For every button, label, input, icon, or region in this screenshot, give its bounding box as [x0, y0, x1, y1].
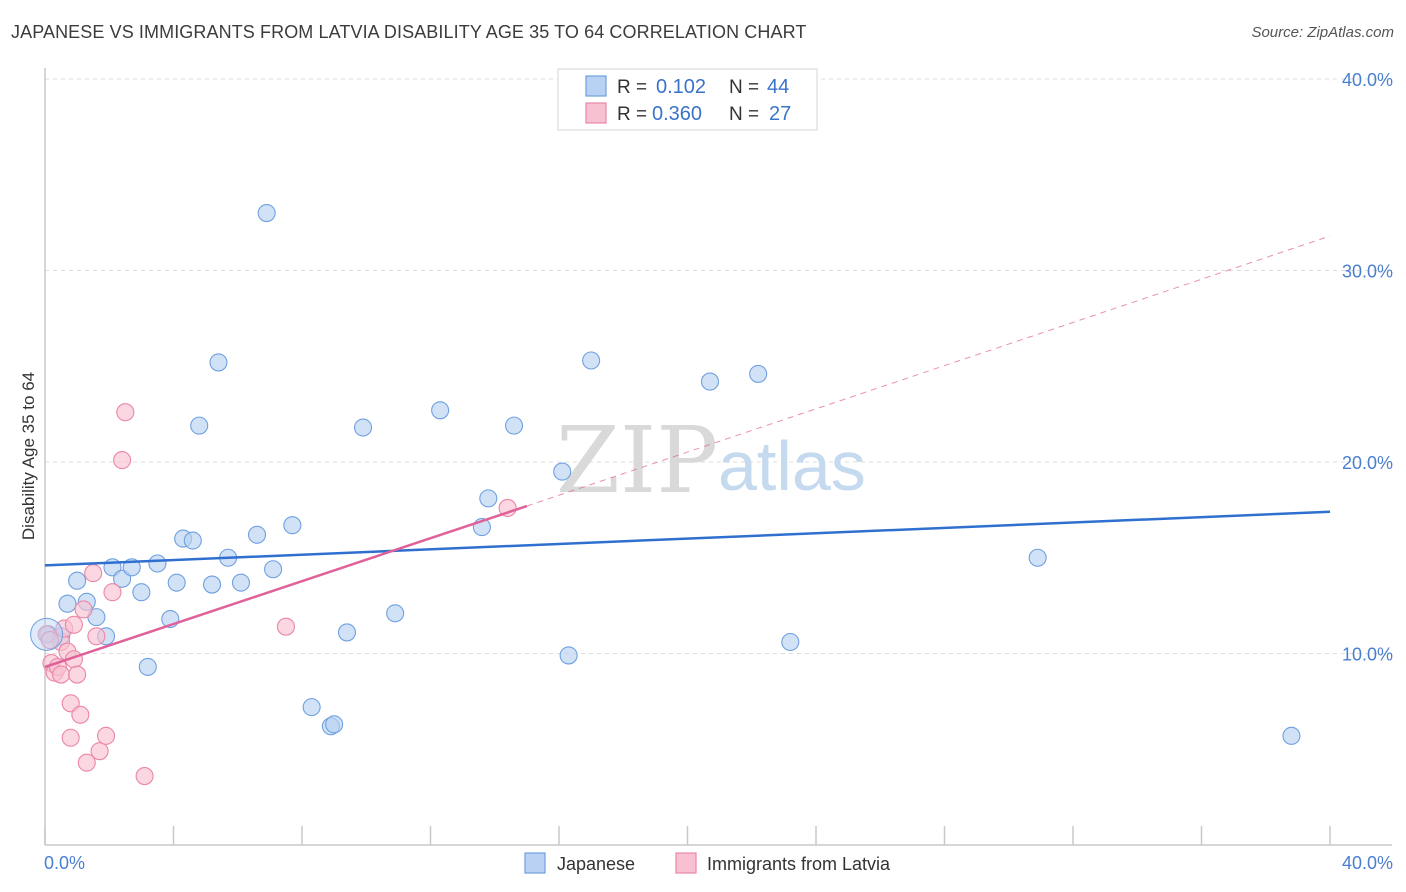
legend-n-value-latvia: 27	[769, 103, 791, 125]
legend-r-label-2: R =	[617, 104, 647, 125]
point-latvia-19	[103, 583, 122, 602]
point-japanese-26	[302, 698, 321, 717]
point-japanese-41	[781, 632, 800, 652]
point-japanese-23	[257, 204, 276, 223]
legend-n-label-1: N =	[729, 77, 759, 98]
point-japanese-34	[479, 489, 498, 508]
trendline-latvia	[44, 504, 528, 669]
point-japanese-11	[138, 657, 157, 676]
point-japanese-37	[559, 646, 578, 665]
point-latvia-9	[64, 615, 83, 634]
point-latvia-18	[96, 726, 116, 745]
series-legend: Japanese Immigrants from Latvia	[524, 852, 891, 874]
grid-lines	[45, 78, 1392, 654]
point-japanese-28	[325, 715, 344, 734]
point-japanese-40	[749, 364, 768, 383]
y-tick-label-1: 20.0%	[1342, 453, 1393, 473]
point-japanese-24	[264, 560, 283, 579]
point-japanese-42	[1028, 548, 1047, 567]
legend-r-value-japanese: 0.102	[656, 76, 706, 98]
legend-swatch-japanese	[585, 75, 607, 97]
point-latvia-14	[77, 753, 96, 772]
legend-r-value-latvia: 0.360	[652, 103, 702, 125]
point-latvia-17	[90, 742, 109, 761]
bottom-legend-label-latvia: Immigrants from Latvia	[707, 854, 891, 874]
x-tick-label-0: 0.0%	[44, 853, 85, 873]
y-tick-label-0: 10.0%	[1342, 645, 1393, 665]
trendline-latvia-extension	[526, 235, 1331, 507]
legend-r-label-1: R =	[617, 77, 647, 98]
point-japanese-14	[167, 573, 186, 592]
point-japanese-19	[209, 353, 228, 372]
point-latvia-12	[71, 705, 90, 724]
watermark-atlas-text: atlas	[718, 427, 866, 505]
x-tick-label-1: 40.0%	[1342, 853, 1393, 873]
tick-labels: 10.0% 20.0% 30.0% 40.0% 0.0% 40.0%	[44, 70, 1393, 873]
point-japanese-32	[431, 401, 450, 420]
point-cluster-origin	[30, 617, 64, 651]
point-japanese-21	[231, 573, 251, 592]
point-japanese-35	[504, 416, 524, 435]
point-latvia-16	[87, 627, 106, 646]
chart-title: JAPANESE VS IMMIGRANTS FROM LATVIA DISAB…	[11, 22, 807, 42]
point-japanese-22	[247, 525, 267, 544]
point-japanese-12	[148, 554, 167, 573]
point-latvia-8	[61, 728, 80, 747]
bottom-legend-swatch-japanese	[524, 852, 546, 874]
y-tick-label-2: 30.0%	[1342, 262, 1393, 282]
legend-n-value-japanese: 44	[767, 76, 789, 98]
point-japanese-16	[183, 531, 202, 550]
point-japanese-3	[68, 571, 87, 590]
point-japanese-38	[582, 351, 601, 370]
y-axis-title: Disability Age 35 to 64	[19, 372, 38, 540]
point-latvia-13	[74, 600, 93, 619]
legend-n-label-2: N =	[729, 104, 759, 125]
watermark-zip-text: ZIP	[556, 407, 718, 514]
data-points	[30, 204, 1301, 786]
point-japanese-10	[132, 583, 151, 602]
point-latvia-26	[40, 631, 59, 650]
trend-lines	[44, 235, 1331, 669]
point-japanese-30	[353, 418, 373, 437]
point-latvia-23	[276, 617, 295, 636]
legend-swatch-latvia	[585, 102, 607, 124]
point-japanese-29	[337, 623, 357, 642]
point-latvia-21	[116, 403, 135, 422]
point-japanese-2	[58, 594, 77, 613]
trendline-japanese	[44, 510, 1331, 567]
point-latvia-20	[113, 451, 132, 470]
stats-legend: R = 0.102 N = 44 R = 0.360 N = 27	[557, 68, 818, 131]
point-japanese-17	[190, 416, 209, 435]
point-latvia-22	[135, 767, 154, 786]
bottom-legend-swatch-latvia	[675, 852, 697, 874]
watermark: ZIP atlas	[556, 407, 866, 514]
point-japanese-39	[700, 372, 720, 391]
point-latvia-15	[84, 564, 103, 583]
source-label: Source: ZipAtlas.com	[1251, 24, 1394, 41]
point-japanese-25	[283, 516, 302, 535]
point-latvia-3	[52, 665, 71, 684]
point-latvia-11	[68, 665, 87, 684]
point-japanese-43	[1282, 726, 1301, 745]
point-japanese-18	[203, 575, 222, 594]
point-japanese-36	[553, 462, 572, 481]
bottom-legend-label-japanese: Japanese	[557, 854, 635, 874]
axes	[44, 68, 1392, 846]
point-japanese-31	[386, 604, 405, 623]
y-tick-label-3: 40.0%	[1342, 70, 1393, 90]
